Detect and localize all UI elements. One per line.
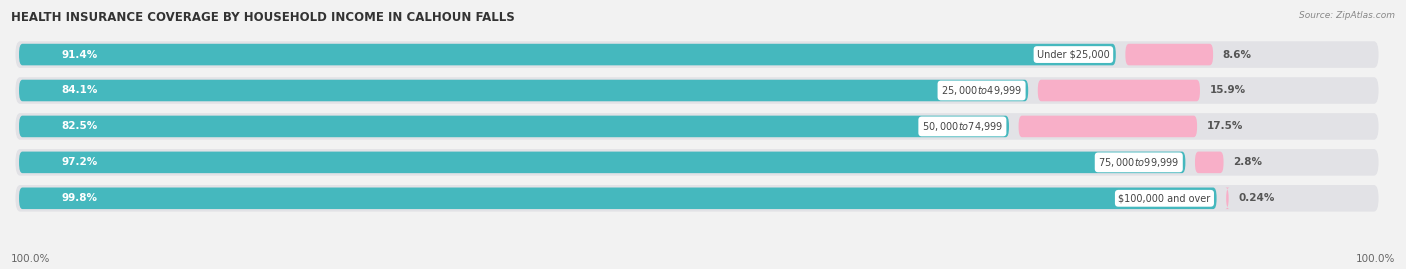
Text: 99.8%: 99.8%: [60, 193, 97, 203]
Text: 82.5%: 82.5%: [60, 121, 97, 132]
FancyBboxPatch shape: [15, 149, 1378, 176]
Text: HEALTH INSURANCE COVERAGE BY HOUSEHOLD INCOME IN CALHOUN FALLS: HEALTH INSURANCE COVERAGE BY HOUSEHOLD I…: [11, 11, 515, 24]
FancyBboxPatch shape: [1018, 116, 1197, 137]
FancyBboxPatch shape: [20, 152, 1185, 173]
FancyBboxPatch shape: [20, 80, 1028, 101]
FancyBboxPatch shape: [15, 41, 1378, 68]
Text: 15.9%: 15.9%: [1209, 86, 1246, 95]
Text: 84.1%: 84.1%: [60, 86, 97, 95]
Text: 97.2%: 97.2%: [60, 157, 97, 167]
Text: Under $25,000: Under $25,000: [1038, 49, 1109, 59]
FancyBboxPatch shape: [15, 113, 1378, 140]
Text: 8.6%: 8.6%: [1223, 49, 1251, 59]
FancyBboxPatch shape: [1125, 44, 1213, 65]
Text: $100,000 and over: $100,000 and over: [1118, 193, 1211, 203]
Text: 17.5%: 17.5%: [1206, 121, 1243, 132]
Text: 100.0%: 100.0%: [1355, 254, 1395, 264]
FancyBboxPatch shape: [1038, 80, 1199, 101]
Text: 91.4%: 91.4%: [60, 49, 97, 59]
Text: 0.24%: 0.24%: [1239, 193, 1275, 203]
Text: $50,000 to $74,999: $50,000 to $74,999: [922, 120, 1002, 133]
Text: Source: ZipAtlas.com: Source: ZipAtlas.com: [1299, 11, 1395, 20]
Text: 2.8%: 2.8%: [1233, 157, 1263, 167]
Text: 100.0%: 100.0%: [11, 254, 51, 264]
Text: $25,000 to $49,999: $25,000 to $49,999: [941, 84, 1022, 97]
Text: $75,000 to $99,999: $75,000 to $99,999: [1098, 156, 1180, 169]
FancyBboxPatch shape: [1225, 187, 1229, 209]
FancyBboxPatch shape: [1195, 152, 1223, 173]
FancyBboxPatch shape: [20, 187, 1216, 209]
FancyBboxPatch shape: [20, 44, 1116, 65]
FancyBboxPatch shape: [15, 185, 1378, 212]
FancyBboxPatch shape: [20, 116, 1010, 137]
FancyBboxPatch shape: [15, 77, 1378, 104]
